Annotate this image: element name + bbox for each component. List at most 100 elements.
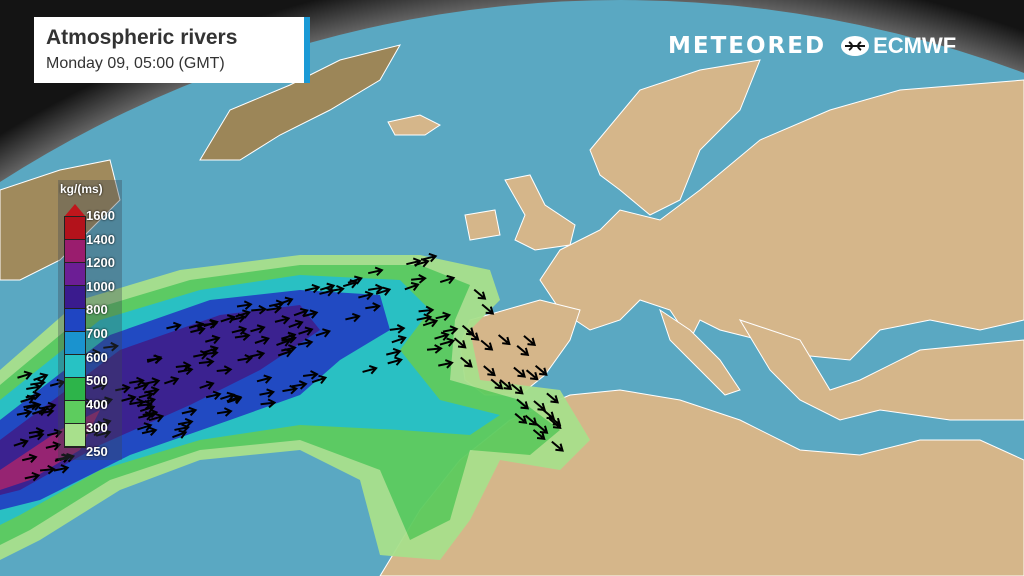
wind-arrow [358,290,374,301]
wind-arrow [551,440,564,452]
wind-arrow [53,464,70,474]
wind-arrow [288,319,304,329]
color-legend: kg/(ms) 1600 1400 1200 1000 800 700 600 500 400 3… [58,180,122,460]
wind-arrow [418,305,435,316]
wind-arrow [499,379,513,391]
map-title: Atmospheric rivers [46,26,238,49]
wind-arrow [535,422,549,434]
wind-arrow [490,378,504,390]
wind-arrow [85,426,102,437]
wind-arrow [315,328,332,338]
legend-tick-label: 1200 [86,255,115,271]
wind-arrow [181,406,198,417]
legend-colorbar [64,216,86,448]
legend-swatch [65,217,85,240]
wind-arrow [174,423,190,434]
wind-arrow [548,418,562,430]
wind-arrow [421,252,438,263]
wind-arrow [514,412,528,424]
wind-arrow [497,334,511,346]
wind-arrow [220,314,236,324]
wind-arrow [298,326,314,336]
wind-arrow [386,347,402,358]
legend-swatch [65,424,85,447]
wind-arrow [304,283,321,294]
wind-arrow [546,392,559,404]
wind-arrows [13,252,564,482]
legend-tick-label: 500 [86,373,108,389]
wind-arrow [216,407,233,417]
wind-arrow [426,344,443,354]
wind-arrow [137,422,153,432]
wind-arrow [115,383,131,394]
wind-arrow [422,318,439,328]
wind-arrow [205,390,222,401]
wind-arrow [438,359,454,369]
wind-arrow [453,337,467,349]
wind-arrow [319,287,335,297]
wind-arrow [375,286,392,296]
wind-arrow [274,315,291,325]
legend-tick-label: 800 [86,302,108,318]
wind-arrow [367,266,384,277]
wind-arrow [237,354,254,364]
legend-swatch [65,378,85,401]
wind-arrow [532,429,546,440]
legend-swatch [65,286,85,309]
ecmwf-logo: ECMWF [840,33,956,59]
wind-arrow [293,307,309,317]
wind-arrow [461,324,475,336]
wind-arrow [416,313,433,323]
wind-arrow [231,325,248,336]
wind-arrow [190,325,206,335]
legend-swatch [65,401,85,424]
wind-arrow [302,309,319,319]
legend-swatch [65,263,85,286]
legend-tick-label: 400 [86,396,108,412]
wind-arrow [16,408,33,418]
wind-arrow [97,396,114,406]
logos: METEORED ECMWF [668,33,956,59]
wind-arrow [39,464,56,475]
wind-arrow [172,429,188,439]
wind-arrow [254,335,270,345]
wind-arrow [534,364,548,376]
wind-arrow [268,299,285,309]
wind-arrow [227,395,243,405]
wind-arrow [281,344,297,354]
legend-tick-label: 700 [86,326,108,341]
wind-arrow [439,337,456,347]
wind-arrow [281,334,297,344]
wind-arrow [404,281,420,291]
atmospheric-river [0,255,590,560]
legend-swatch [65,332,85,355]
wind-arrow [250,324,266,334]
wind-arrow [175,361,192,371]
wind-arrow [249,349,266,360]
wind-arrow [362,365,378,375]
wind-arrow [513,366,527,378]
wind-arrow [235,309,251,319]
greenland [199,44,402,161]
wind-arrow [389,324,406,334]
wind-arrow [406,257,422,267]
wind-arrow [103,341,119,352]
wind-arrow [133,381,150,391]
wind-arrow [311,374,328,385]
wind-arrow [45,441,62,451]
wind-arrow [13,438,29,448]
wind-arrow [542,408,556,420]
wind-arrow [198,357,215,367]
wind-arrow [260,398,277,409]
wind-arrow [442,325,459,335]
wind-arrow [95,428,112,439]
wind-arrow [177,417,194,428]
wind-arrow [49,378,66,389]
wind-arrow [236,300,253,310]
wind-arrow [141,426,158,437]
wind-arrow [516,398,530,410]
wind-arrow [46,428,63,438]
balkans-turkey [738,319,1024,421]
wind-arrow [90,420,107,431]
